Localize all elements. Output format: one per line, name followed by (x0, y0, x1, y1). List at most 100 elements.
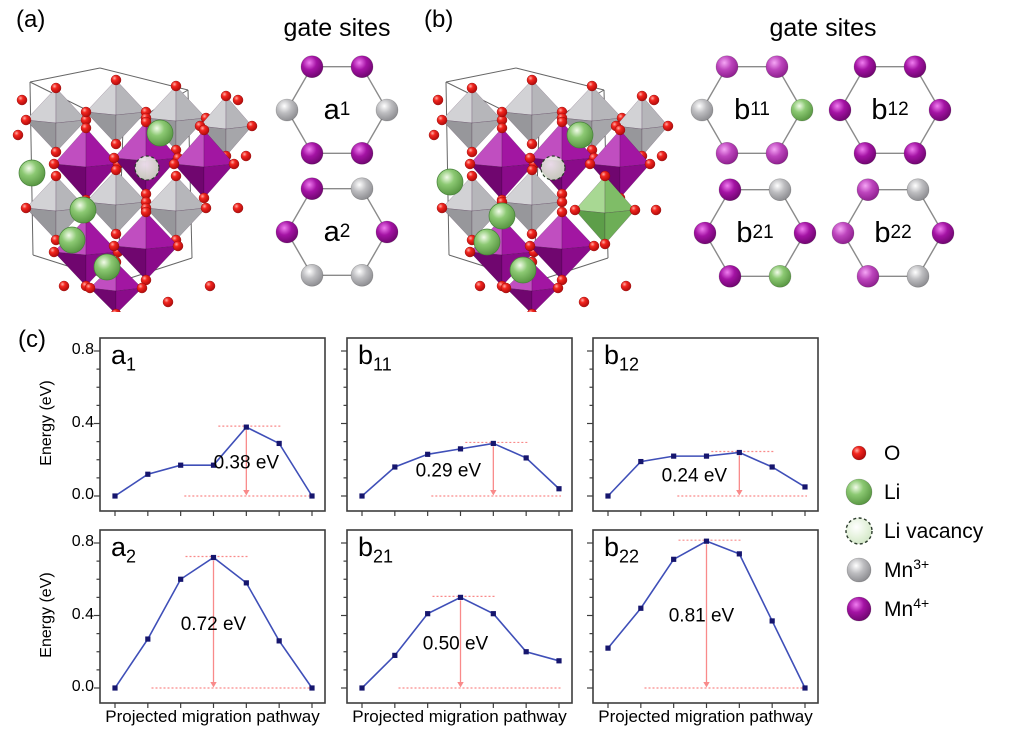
gate-site-atom-mn3 (375, 98, 399, 122)
data-point (243, 424, 249, 430)
li-atom (436, 168, 464, 196)
data-point (556, 486, 562, 492)
data-point (638, 458, 644, 465)
data-point (671, 556, 677, 562)
data-point (523, 455, 529, 461)
plot-title-b21: b21 (358, 532, 394, 567)
legend-label: Li vacancy (884, 520, 984, 543)
plot-title-a2: a2 (111, 532, 137, 567)
li-atom (566, 121, 594, 149)
barrier-label-b21: 0.50 eV (423, 634, 489, 655)
gate-site-atom-mn4_light (715, 55, 739, 78)
legend-label: Li (884, 481, 901, 504)
plot-title-b12: b12 (604, 340, 640, 375)
gate-site-atom-mn3 (350, 177, 374, 200)
data-point (425, 611, 431, 617)
gate-site-atom-mn4 (853, 55, 877, 78)
li-atom (93, 253, 121, 281)
data-point (671, 453, 677, 459)
ytick-0.8-row2: 0.8 (71, 533, 94, 550)
data-point (523, 649, 529, 655)
yaxis-title-row1: Energy (eV) (38, 380, 55, 466)
gate-site-atom-mn4 (853, 142, 877, 165)
data-point (309, 685, 315, 691)
li-atom (69, 196, 97, 224)
gate-sites-title-b: gate sites (769, 14, 877, 42)
data-point (359, 685, 365, 691)
gate-site-atom-mn4 (300, 177, 324, 200)
hexagon-svg-a1 (275, 55, 399, 165)
xaxis-title-col2: Projected migration pathway (352, 707, 567, 726)
li-sphere-icon (842, 477, 876, 507)
data-point (359, 493, 365, 499)
plot-svg-b11: 0.29 eV (341, 337, 573, 516)
gate-site-atom-mn4_light (765, 55, 789, 78)
ytick-0.8-row1: 0.8 (71, 341, 94, 358)
gate-site-atom-mn4 (718, 178, 742, 201)
gate-hexagon-b11: b 11 (687, 52, 817, 168)
li-atom (146, 119, 174, 147)
gate-site-atom-mn3 (275, 98, 299, 122)
gate-hexagon-b22: b 22 (828, 175, 958, 291)
gate-site-atom-mn4 (275, 220, 299, 244)
data-point (112, 493, 118, 499)
gate-site-atom-mn3 (300, 264, 324, 287)
ytick-0.4-row1: 0.4 (71, 414, 94, 431)
gate-site-atom-mn4 (693, 221, 717, 245)
plot-svg-b21: 0.50 eV (341, 529, 573, 708)
chart-b12: 0.24 eV b12 (584, 336, 827, 524)
data-point (703, 538, 710, 544)
legend-label: Mn3+ (884, 556, 930, 582)
o-sphere-icon (842, 444, 876, 462)
legend-item-mn3: Mn3+ (842, 550, 983, 589)
plot-title-b22: b22 (604, 532, 640, 567)
gate-site-atom-mn4_light (856, 178, 880, 201)
data-point (145, 471, 151, 477)
data-point (802, 484, 808, 490)
gate-site-atom-mn4 (931, 221, 955, 245)
data-point (605, 493, 611, 499)
ytick-0.4-row2: 0.4 (71, 606, 94, 623)
li-vacancy-marker (134, 155, 160, 181)
barrier-label-b12: 0.24 eV (662, 465, 728, 486)
data-point (457, 446, 464, 452)
li-vacancy-marker (540, 155, 566, 181)
gate-site-atom-mn4 (350, 142, 374, 165)
gate-site-atom-mn4 (375, 220, 399, 244)
data-point (276, 638, 282, 644)
gate-site-atom-mn4 (793, 221, 817, 245)
plot-svg-a1: 0.38 eV (94, 337, 326, 516)
gate-site-atom-mn3 (906, 178, 930, 201)
yaxis-title-row2: Energy (eV) (38, 572, 55, 658)
barrier-label-a1: 0.38 eV (214, 453, 280, 474)
data-point (556, 658, 562, 664)
chart-b21: 0.50 eV b21 (338, 528, 581, 716)
gate-site-atom-li (768, 265, 792, 288)
chart-a2: 0.72 eV a2 (91, 528, 334, 716)
data-point (178, 462, 184, 468)
gate-site-atom-mn4 (903, 142, 927, 165)
legend-item-li: Li (842, 472, 983, 511)
data-point (425, 451, 431, 457)
gate-site-atom-mn4 (350, 55, 374, 78)
data-point (243, 580, 249, 586)
plot-svg-b22: 0.81 eV (587, 529, 819, 708)
li_vacancy-sphere-icon (842, 516, 876, 546)
xaxis-title-col3: Projected migration pathway (598, 707, 813, 726)
plot-title-b11: b11 (358, 340, 392, 375)
xaxis-title-col1: Projected migration pathway (105, 707, 320, 726)
legend-label: O (884, 442, 901, 465)
data-point (276, 440, 282, 447)
data-point (210, 462, 217, 468)
legend-item-li_vacancy: Li vacancy (842, 511, 983, 550)
hexagon-svg-a2 (275, 177, 399, 287)
data-point (210, 554, 217, 561)
gate-site-atom-li (790, 98, 814, 122)
gate-site-atom-mn3 (350, 264, 374, 287)
data-point (605, 645, 611, 651)
data-point (490, 611, 496, 617)
hexagon-svg-b21 (693, 178, 817, 288)
crystal-structure-a (8, 40, 260, 312)
gate-site-atom-mn3 (906, 265, 930, 288)
